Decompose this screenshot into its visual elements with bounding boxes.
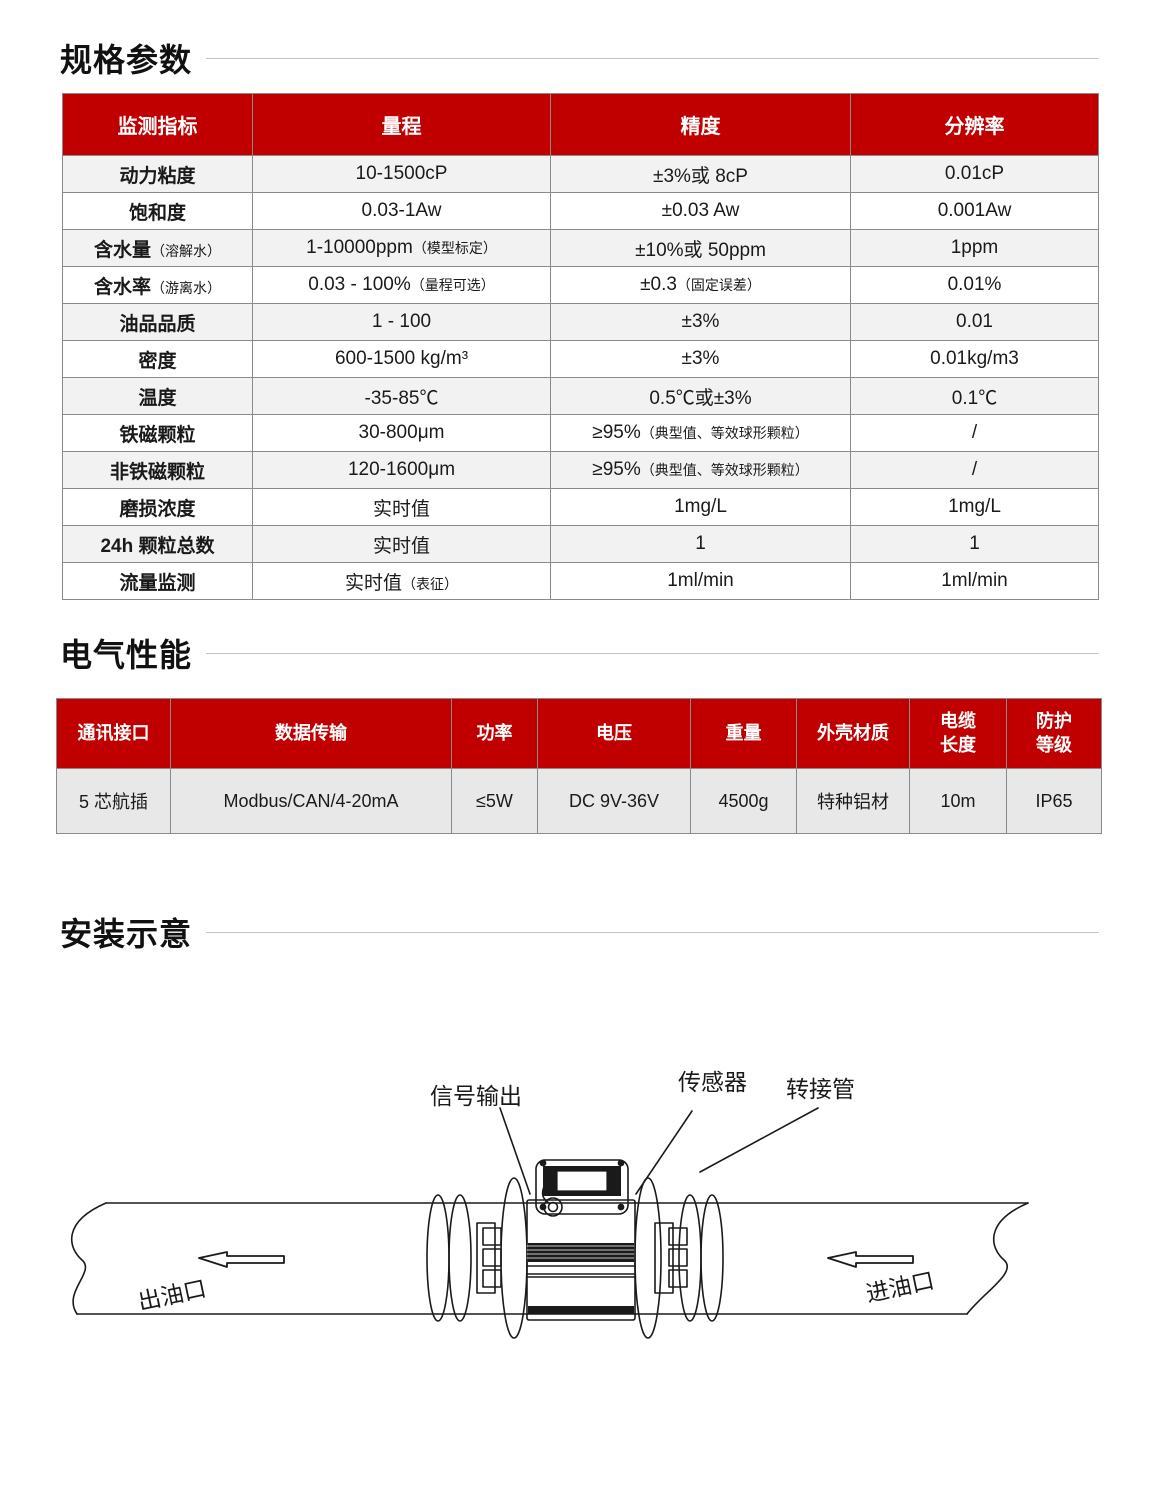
svg-text:进油口: 进油口 bbox=[864, 1267, 937, 1307]
svg-text:传感器: 传感器 bbox=[678, 1069, 747, 1095]
svg-text:出油口: 出油口 bbox=[136, 1275, 209, 1315]
svg-text:转接管: 转接管 bbox=[786, 1076, 855, 1102]
svg-text:信号输出: 信号输出 bbox=[430, 1083, 522, 1109]
